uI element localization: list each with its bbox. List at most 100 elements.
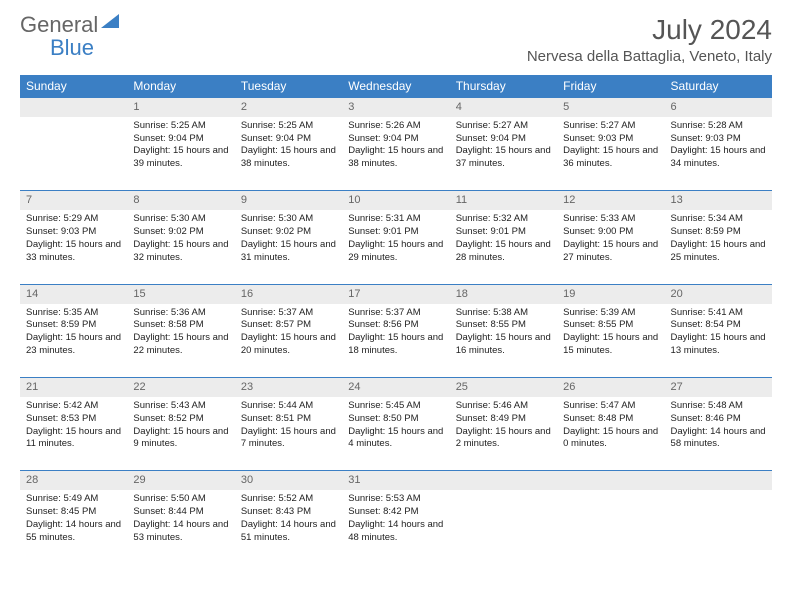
day-cell: Sunrise: 5:37 AM Sunset: 8:57 PM Dayligh…	[235, 304, 342, 370]
day-cell: Sunrise: 5:34 AM Sunset: 8:59 PM Dayligh…	[665, 210, 772, 276]
day-number	[557, 471, 664, 490]
day-cell-text: Sunrise: 5:36 AM Sunset: 8:58 PM Dayligh…	[133, 307, 228, 358]
day-cell: Sunrise: 5:37 AM Sunset: 8:56 PM Dayligh…	[342, 304, 449, 370]
day-number: 24	[342, 378, 449, 397]
day-number: 19	[557, 284, 664, 303]
day-cell: Sunrise: 5:49 AM Sunset: 8:45 PM Dayligh…	[20, 490, 127, 556]
day-cell-text: Sunrise: 5:28 AM Sunset: 9:03 PM Dayligh…	[671, 120, 766, 171]
day-number: 9	[235, 191, 342, 210]
weekday-header: Tuesday	[235, 75, 342, 98]
day-cell: Sunrise: 5:25 AM Sunset: 9:04 PM Dayligh…	[127, 117, 234, 183]
day-cell-text: Sunrise: 5:39 AM Sunset: 8:55 PM Dayligh…	[563, 307, 658, 358]
day-cell-text: Sunrise: 5:37 AM Sunset: 8:56 PM Dayligh…	[348, 307, 443, 358]
day-cell: Sunrise: 5:31 AM Sunset: 9:01 PM Dayligh…	[342, 210, 449, 276]
day-cell-text: Sunrise: 5:33 AM Sunset: 9:00 PM Dayligh…	[563, 213, 658, 264]
day-cell-text: Sunrise: 5:46 AM Sunset: 8:49 PM Dayligh…	[456, 400, 551, 451]
day-cell-text: Sunrise: 5:49 AM Sunset: 8:45 PM Dayligh…	[26, 493, 121, 544]
day-number: 21	[20, 378, 127, 397]
page-header: General Blue July 2024 Nervesa della Bat…	[20, 14, 772, 65]
day-cell-text: Sunrise: 5:27 AM Sunset: 9:04 PM Dayligh…	[456, 120, 551, 171]
day-number: 29	[127, 471, 234, 490]
day-cell	[20, 117, 127, 183]
day-number: 23	[235, 378, 342, 397]
day-number: 31	[342, 471, 449, 490]
day-cell-text: Sunrise: 5:37 AM Sunset: 8:57 PM Dayligh…	[241, 307, 336, 358]
weekday-header: Wednesday	[342, 75, 449, 98]
day-cell: Sunrise: 5:52 AM Sunset: 8:43 PM Dayligh…	[235, 490, 342, 556]
day-cell-text: Sunrise: 5:34 AM Sunset: 8:59 PM Dayligh…	[671, 213, 766, 264]
day-cell-text: Sunrise: 5:35 AM Sunset: 8:59 PM Dayligh…	[26, 307, 121, 358]
day-cell-text: Sunrise: 5:27 AM Sunset: 9:03 PM Dayligh…	[563, 120, 658, 171]
day-cell: Sunrise: 5:28 AM Sunset: 9:03 PM Dayligh…	[665, 117, 772, 183]
calendar-table: Sunday Monday Tuesday Wednesday Thursday…	[20, 75, 772, 556]
logo-text: General Blue	[20, 14, 119, 60]
day-cell: Sunrise: 5:46 AM Sunset: 8:49 PM Dayligh…	[450, 397, 557, 463]
day-number: 2	[235, 98, 342, 117]
day-cell: Sunrise: 5:35 AM Sunset: 8:59 PM Dayligh…	[20, 304, 127, 370]
calendar-body: 123456 Sunrise: 5:25 AM Sunset: 9:04 PM D…	[20, 98, 772, 557]
weekday-header: Friday	[557, 75, 664, 98]
day-number: 1	[127, 98, 234, 117]
day-cell-text: Sunrise: 5:25 AM Sunset: 9:04 PM Dayligh…	[133, 120, 228, 171]
logo: General Blue	[20, 14, 119, 60]
location: Nervesa della Battaglia, Veneto, Italy	[527, 48, 772, 65]
day-content-row: Sunrise: 5:35 AM Sunset: 8:59 PM Dayligh…	[20, 304, 772, 370]
day-cell: Sunrise: 5:43 AM Sunset: 8:52 PM Dayligh…	[127, 397, 234, 463]
weekday-header: Saturday	[665, 75, 772, 98]
weekday-header: Sunday	[20, 75, 127, 98]
day-cell: Sunrise: 5:25 AM Sunset: 9:04 PM Dayligh…	[235, 117, 342, 183]
day-cell: Sunrise: 5:26 AM Sunset: 9:04 PM Dayligh…	[342, 117, 449, 183]
logo-triangle-icon	[101, 14, 119, 28]
day-number: 22	[127, 378, 234, 397]
day-number: 30	[235, 471, 342, 490]
day-cell-text: Sunrise: 5:38 AM Sunset: 8:55 PM Dayligh…	[456, 307, 551, 358]
day-cell: Sunrise: 5:41 AM Sunset: 8:54 PM Dayligh…	[665, 304, 772, 370]
day-cell: Sunrise: 5:27 AM Sunset: 9:03 PM Dayligh…	[557, 117, 664, 183]
day-number: 7	[20, 191, 127, 210]
month-title: July 2024	[527, 14, 772, 46]
day-cell-text: Sunrise: 5:43 AM Sunset: 8:52 PM Dayligh…	[133, 400, 228, 451]
day-number: 12	[557, 191, 664, 210]
logo-word-1: General	[20, 12, 98, 37]
day-cell-text: Sunrise: 5:48 AM Sunset: 8:46 PM Dayligh…	[671, 400, 766, 451]
day-cell-text: Sunrise: 5:25 AM Sunset: 9:04 PM Dayligh…	[241, 120, 336, 171]
day-number: 17	[342, 284, 449, 303]
day-cell: Sunrise: 5:45 AM Sunset: 8:50 PM Dayligh…	[342, 397, 449, 463]
day-number: 14	[20, 284, 127, 303]
day-cell-text: Sunrise: 5:52 AM Sunset: 8:43 PM Dayligh…	[241, 493, 336, 544]
day-content-row: Sunrise: 5:25 AM Sunset: 9:04 PM Dayligh…	[20, 117, 772, 183]
day-content-row: Sunrise: 5:29 AM Sunset: 9:03 PM Dayligh…	[20, 210, 772, 276]
day-number-row: 123456	[20, 98, 772, 117]
calendar-page: General Blue July 2024 Nervesa della Bat…	[0, 0, 792, 570]
day-number-row: 78910111213	[20, 191, 772, 210]
day-cell: Sunrise: 5:50 AM Sunset: 8:44 PM Dayligh…	[127, 490, 234, 556]
day-cell-text: Sunrise: 5:53 AM Sunset: 8:42 PM Dayligh…	[348, 493, 443, 544]
day-cell-text: Sunrise: 5:41 AM Sunset: 8:54 PM Dayligh…	[671, 307, 766, 358]
day-number-row: 28293031	[20, 471, 772, 490]
day-cell-text: Sunrise: 5:42 AM Sunset: 8:53 PM Dayligh…	[26, 400, 121, 451]
day-number: 3	[342, 98, 449, 117]
day-cell	[450, 490, 557, 556]
day-number	[450, 471, 557, 490]
day-number: 11	[450, 191, 557, 210]
day-number	[20, 98, 127, 117]
day-number-row: 14151617181920	[20, 284, 772, 303]
day-cell: Sunrise: 5:48 AM Sunset: 8:46 PM Dayligh…	[665, 397, 772, 463]
weekday-header: Monday	[127, 75, 234, 98]
day-cell: Sunrise: 5:27 AM Sunset: 9:04 PM Dayligh…	[450, 117, 557, 183]
day-cell-text: Sunrise: 5:31 AM Sunset: 9:01 PM Dayligh…	[348, 213, 443, 264]
day-number: 6	[665, 98, 772, 117]
day-cell-text: Sunrise: 5:45 AM Sunset: 8:50 PM Dayligh…	[348, 400, 443, 451]
gap-row	[20, 276, 772, 284]
day-cell-text: Sunrise: 5:29 AM Sunset: 9:03 PM Dayligh…	[26, 213, 121, 264]
day-cell: Sunrise: 5:30 AM Sunset: 9:02 PM Dayligh…	[235, 210, 342, 276]
day-cell: Sunrise: 5:42 AM Sunset: 8:53 PM Dayligh…	[20, 397, 127, 463]
day-number	[665, 471, 772, 490]
day-number: 16	[235, 284, 342, 303]
day-cell-text: Sunrise: 5:50 AM Sunset: 8:44 PM Dayligh…	[133, 493, 228, 544]
title-block: July 2024 Nervesa della Battaglia, Venet…	[527, 14, 772, 65]
day-number: 26	[557, 378, 664, 397]
day-cell: Sunrise: 5:33 AM Sunset: 9:00 PM Dayligh…	[557, 210, 664, 276]
weekday-header-row: Sunday Monday Tuesday Wednesday Thursday…	[20, 75, 772, 98]
day-number: 28	[20, 471, 127, 490]
